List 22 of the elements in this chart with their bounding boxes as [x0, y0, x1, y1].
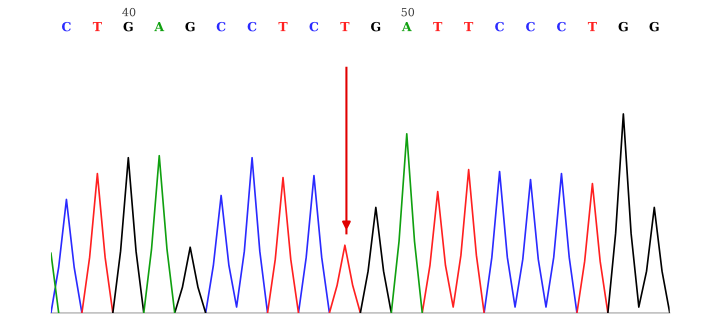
x-tick-label: G: [618, 22, 628, 32]
x-tick-label: T: [92, 22, 102, 32]
x-tick-label: T: [433, 22, 442, 32]
x-tick-label: G: [371, 22, 380, 32]
x-tick-label: C: [526, 22, 535, 32]
x-tick-label: A: [402, 22, 412, 32]
x-tick-label: C: [248, 22, 256, 32]
x-tick-label: C: [62, 22, 71, 32]
x-tick-label: C: [557, 22, 566, 32]
x-tick-label: T: [588, 22, 597, 32]
x-tick-label: G: [649, 22, 659, 32]
x-tick-label: G: [124, 22, 133, 32]
x-tick-label: C: [310, 22, 318, 32]
x-tick-label: T: [464, 22, 474, 32]
x-tick-label: C: [495, 22, 504, 32]
x2-tick-label: 50: [402, 8, 414, 16]
x-tick-label: T: [278, 22, 288, 32]
x-tick-label: A: [154, 22, 164, 32]
x-tick-label: G: [185, 22, 195, 32]
x2-tick-label: 40: [122, 8, 136, 16]
x-tick-label: C: [216, 22, 226, 32]
x-tick-label: T: [340, 22, 350, 32]
